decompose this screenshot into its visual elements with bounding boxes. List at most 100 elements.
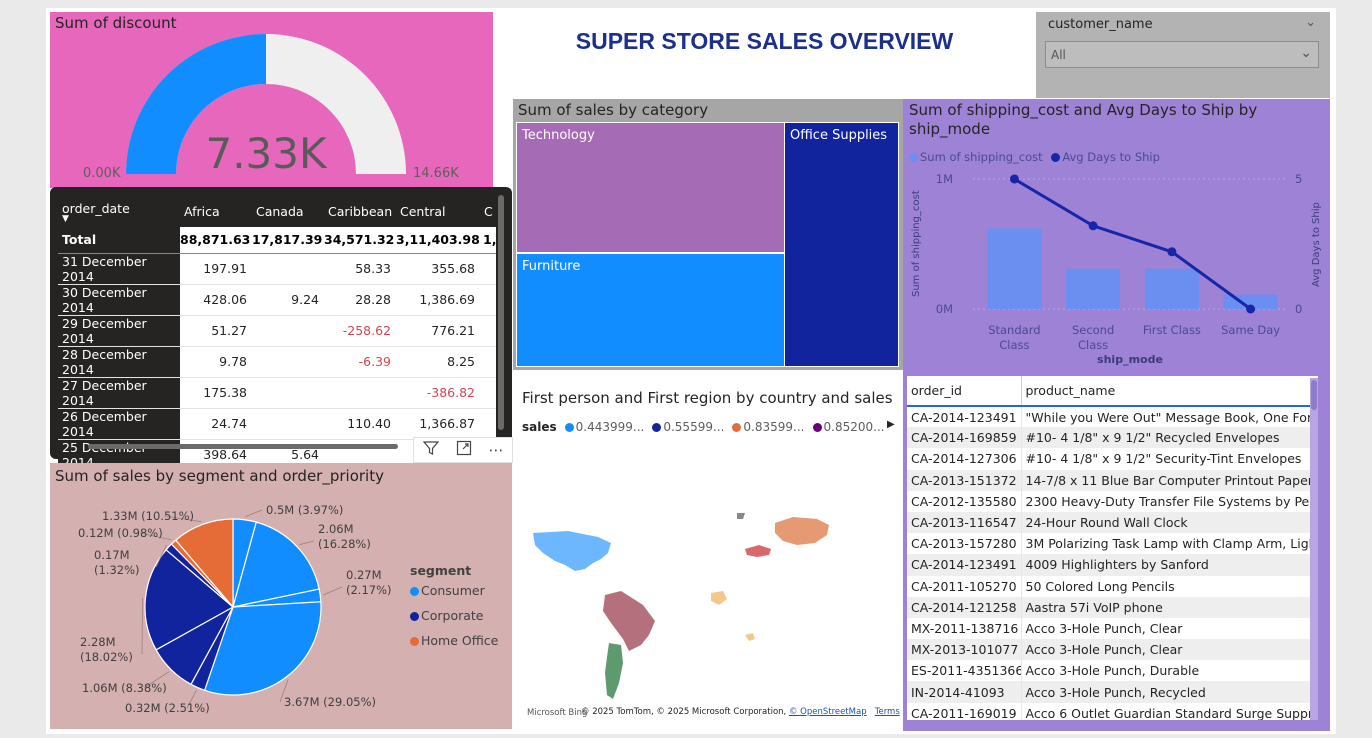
product-name-cell: Acco 3-Hole Punch, Recycled	[1020, 681, 1318, 703]
orders-table-visual[interactable]: order_id product_name CA-2014-123491 "Whi…	[903, 373, 1330, 731]
map-legend-item: 0.85200...	[812, 420, 885, 434]
matrix-vertical-scrollbar[interactable]	[498, 195, 504, 430]
matrix-horizontal-scrollbar[interactable]	[88, 444, 398, 449]
bar-shipping-cost[interactable]	[1144, 268, 1199, 309]
matrix-col-central[interactable]: Central	[400, 203, 446, 219]
filter-icon[interactable]	[422, 440, 439, 460]
treemap-tile-office-supplies[interactable]: Office Supplies	[784, 122, 899, 367]
matrix-row[interactable]: 27 December 2014 175.38 -386.82	[58, 377, 496, 409]
pie-leader-line	[155, 544, 167, 568]
matrix-table: order_date ▼ Africa Canada Caribbean Cent…	[58, 195, 496, 502]
matrix-col-order-date[interactable]: order_date ▼	[62, 200, 130, 224]
customer-dropdown[interactable]: All ⌄	[1045, 41, 1319, 68]
matrix-cell	[252, 315, 324, 347]
matrix-row[interactable]: 29 December 2014 51.27 -258.62 776.21	[58, 315, 496, 347]
matrix-row-date: 28 December 2014	[58, 346, 180, 378]
table-row[interactable]: CA-2013-151372 14-7/8 x 11 Blue Bar Compu…	[907, 469, 1318, 491]
table-row[interactable]: CA-2013-157280 3M Polarizing Task Lamp wi…	[907, 533, 1318, 555]
matrix-body: 31 December 2014 197.91 58.33 355.68 30 Dece…	[58, 253, 496, 502]
product-name-cell: Acco 3-Hole Punch, Clear	[1020, 639, 1318, 661]
table-row[interactable]: MX-2011-138716 Acco 3-Hole Punch, Clear	[907, 617, 1318, 640]
sales-map[interactable]: First person and First region by country…	[513, 373, 903, 731]
bar-shipping-cost[interactable]	[1066, 268, 1121, 309]
table-row[interactable]: CA-2014-121258 Aastra 57i VoIP phone	[907, 596, 1318, 618]
discount-gauge-visual[interactable]: Sum of discount 7.33K 0.00K 14.66K	[50, 12, 493, 188]
matrix-row[interactable]: 26 December 2014 24.74 110.40 1,366.87	[58, 408, 496, 440]
table-row[interactable]: CA-2014-123491 4009 Highlighters by Sanfo…	[907, 554, 1318, 576]
line-point-avg-days[interactable]	[1088, 221, 1098, 231]
table-row[interactable]: MX-2013-101077 Acco 3-Hole Punch, Clear	[907, 639, 1318, 661]
category-treemap[interactable]: Sum of sales by category Technology Furn…	[513, 99, 903, 370]
matrix-cell: 175.38	[180, 377, 252, 409]
order-id-cell: CA-2014-123491	[911, 409, 1017, 425]
orders-table: order_id product_name CA-2014-123491 "Whi…	[907, 376, 1318, 720]
map-region-north-africa	[737, 513, 745, 519]
product-name-cell: Acco 6 Outlet Guardian Standard Surge Su…	[1020, 702, 1318, 720]
map-region-asia	[775, 517, 829, 545]
chevron-down-icon[interactable]: ⌄	[1300, 45, 1312, 61]
legend-next-arrow-icon[interactable]: ▶	[887, 419, 895, 430]
matrix-row[interactable]: 28 December 2014 9.78 -6.39 8.25	[58, 346, 496, 378]
order-id-cell: CA-2011-105270	[911, 578, 1017, 594]
shipping-combo-chart[interactable]: Sum of shipping_cost and Avg Days to Shi…	[903, 99, 1330, 373]
legend-marker	[410, 587, 419, 596]
matrix-cell: 1,386.69	[396, 284, 480, 316]
treemap-tile-furniture[interactable]: Furniture	[516, 253, 785, 367]
map-legend-title: sales	[522, 420, 557, 434]
product-name-cell: 50 Colored Long Pencils	[1020, 575, 1318, 597]
matrix-cell	[480, 284, 496, 316]
matrix-col-canada[interactable]: Canada	[256, 203, 304, 219]
line-avg-days	[1013, 177, 1252, 311]
pie-leader-line	[163, 515, 202, 523]
gauge-svg: 7.33K 0.00K 14.66K	[83, 34, 459, 181]
osm-link[interactable]: © OpenStreetMap	[788, 707, 867, 717]
matrix-row[interactable]: 30 December 2014 428.06 9.24 28.28 1,386.69	[58, 284, 496, 316]
matrix-col-c[interactable]: C	[484, 203, 493, 219]
customer-slicer[interactable]: customer_name ⌄ All ⌄	[1036, 12, 1330, 98]
order-id-cell: CA-2014-123491	[907, 554, 1021, 576]
sales-matrix[interactable]: order_date ▼ Africa Canada Caribbean Cent…	[50, 187, 512, 502]
table-row[interactable]: CA-2013-116547 24-Hour Round Wall Clock	[907, 511, 1318, 534]
legend-item-corporate: Corporate	[410, 603, 498, 628]
line-point-avg-days[interactable]	[1246, 304, 1256, 314]
dashboard-title: SUPER STORE SALES OVERVIEW	[575, 28, 954, 54]
map-attribution-text: © 2025 TomTom, © 2025 Microsoft Corporat…	[581, 707, 787, 717]
col-order-id[interactable]: order_id	[907, 376, 1021, 407]
table-row[interactable]: IN-2014-41093 Acco 3-Hole Punch, Recycled	[907, 681, 1318, 703]
pie-leader-line	[141, 597, 143, 655]
table-row[interactable]: CA-2014-169859 #10- 4 1/8" x 9 1/2" Recyc…	[907, 427, 1318, 449]
line-point-avg-days[interactable]	[1009, 174, 1019, 184]
col-product-name[interactable]: product_name	[1020, 376, 1318, 407]
pie-slice[interactable]	[203, 601, 322, 696]
matrix-cell	[252, 346, 324, 378]
more-options-icon[interactable]: ⋯	[488, 441, 504, 459]
matrix-row[interactable]: 31 December 2014 197.91 58.33 355.68	[58, 253, 496, 285]
matrix-cell: 28.28	[324, 284, 396, 316]
matrix-cell	[480, 377, 496, 409]
matrix-cell: 51.27	[180, 315, 252, 347]
line-point-avg-days[interactable]	[1167, 247, 1177, 257]
table-row[interactable]: CA-2014-123491 "While you Were Out" Messa…	[907, 406, 1318, 428]
map-canvas[interactable]: Microsoft Bing	[513, 373, 903, 731]
pie-slice[interactable]	[232, 521, 320, 608]
table-row[interactable]: CA-2012-135580 2300 Heavy-Duty Transfer F…	[907, 490, 1318, 512]
order-id-cell: CA-2013-151372	[907, 469, 1021, 491]
table-row[interactable]: ES-2011-4351366 Acco 3-Hole Punch, Durabl…	[907, 660, 1318, 682]
pie-slice[interactable]	[174, 518, 234, 609]
slicer-collapse-chevron-icon[interactable]: ⌄	[1305, 15, 1316, 30]
focus-mode-icon[interactable]	[456, 440, 472, 460]
orders-table-scrollbar[interactable]	[1310, 378, 1318, 720]
terms-link[interactable]: Terms	[874, 707, 900, 717]
table-row[interactable]: CA-2011-105270 50 Colored Long Pencils	[907, 575, 1318, 597]
y-left-tick: 1M	[936, 172, 953, 186]
matrix-col-caribbean[interactable]: Caribbean	[328, 203, 393, 219]
segment-pie-chart[interactable]: Sum of sales by segment and order_priori…	[50, 463, 512, 729]
table-row[interactable]: CA-2011-169019 Acco 6 Outlet Guardian Sta…	[907, 702, 1318, 720]
bar-shipping-cost[interactable]	[987, 228, 1042, 309]
pie-data-label: 0.32M (2.51%)	[125, 701, 210, 715]
treemap-tile-technology[interactable]: Technology	[516, 122, 785, 253]
matrix-col-africa[interactable]: Africa	[184, 203, 220, 219]
table-row[interactable]: CA-2014-127306 #10- 4 1/8" x 9 1/2" Secur…	[907, 448, 1318, 470]
order-id-cell: MX-2013-101077	[907, 639, 1021, 661]
matrix-row-date: 30 December 2014	[58, 284, 180, 316]
